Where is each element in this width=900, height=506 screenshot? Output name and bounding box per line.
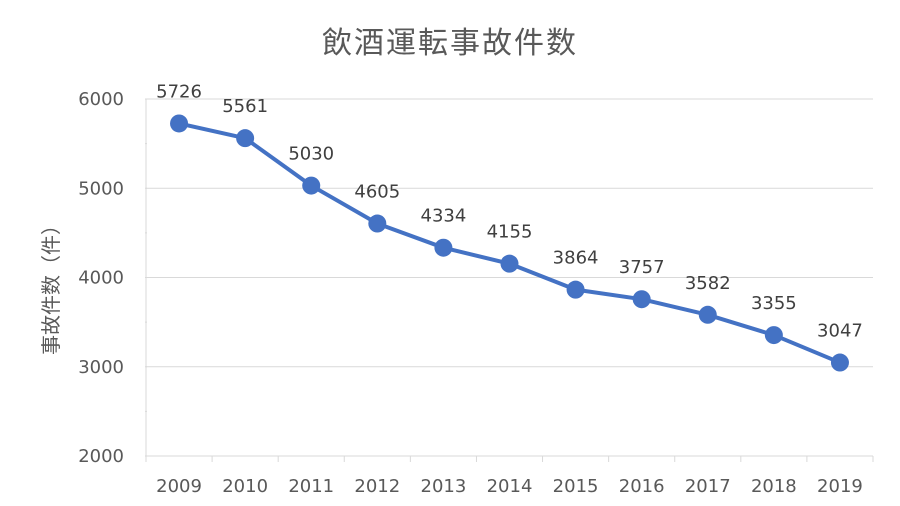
series-line-path <box>178 121 841 365</box>
data-point <box>170 114 189 133</box>
data-label: 3047 <box>817 321 863 342</box>
data-point <box>632 290 651 309</box>
data-labels: 5726 5561 5030 4605 4334 4155 3864 3757 3582 3355… <box>156 81 863 341</box>
data-point <box>764 326 783 345</box>
data-point <box>698 305 717 324</box>
data-label: 3582 <box>685 273 731 294</box>
y-tick-label: 2000 <box>78 446 124 467</box>
data-label: 5726 <box>156 81 202 102</box>
data-label: 5561 <box>222 96 268 117</box>
x-tick-label: 2019 <box>817 476 863 497</box>
x-tick-label: 2014 <box>487 476 533 497</box>
data-label: 3757 <box>619 257 665 278</box>
y-tick-label: 6000 <box>78 89 124 110</box>
data-point <box>500 254 519 273</box>
y-tick-label: 3000 <box>78 357 124 378</box>
x-tick-label: 2015 <box>553 476 599 497</box>
data-point <box>302 176 321 195</box>
y-axis-label: 事故件数（件） <box>39 215 63 355</box>
data-point <box>434 238 453 257</box>
x-tick-label: 2017 <box>685 476 731 497</box>
data-label: 5030 <box>288 144 334 165</box>
y-tick-label: 4000 <box>78 268 124 289</box>
series-line <box>170 114 849 372</box>
gridlines <box>146 98 873 368</box>
x-tick-label: 2016 <box>619 476 665 497</box>
x-tick-label: 2018 <box>751 476 797 497</box>
data-label: 3864 <box>553 248 599 269</box>
data-label: 4605 <box>354 182 400 203</box>
x-tick-label: 2011 <box>288 476 334 497</box>
data-label: 4155 <box>487 222 533 243</box>
x-tick-label: 2009 <box>156 476 202 497</box>
data-point <box>566 280 585 299</box>
axes: 2000 3000 4000 5000 6000 2009 2010 2011 2012 2013… <box>78 89 874 497</box>
data-point <box>368 214 387 233</box>
x-tick-label: 2013 <box>421 476 467 497</box>
data-label: 3355 <box>751 293 797 314</box>
chart-title: 飲酒運転事故件数 <box>322 26 578 61</box>
x-tick-label: 2012 <box>354 476 400 497</box>
y-tick-label: 5000 <box>78 178 124 199</box>
x-tick-label: 2010 <box>222 476 268 497</box>
data-point <box>830 353 849 372</box>
data-point <box>236 129 255 148</box>
data-label: 4334 <box>421 206 467 227</box>
